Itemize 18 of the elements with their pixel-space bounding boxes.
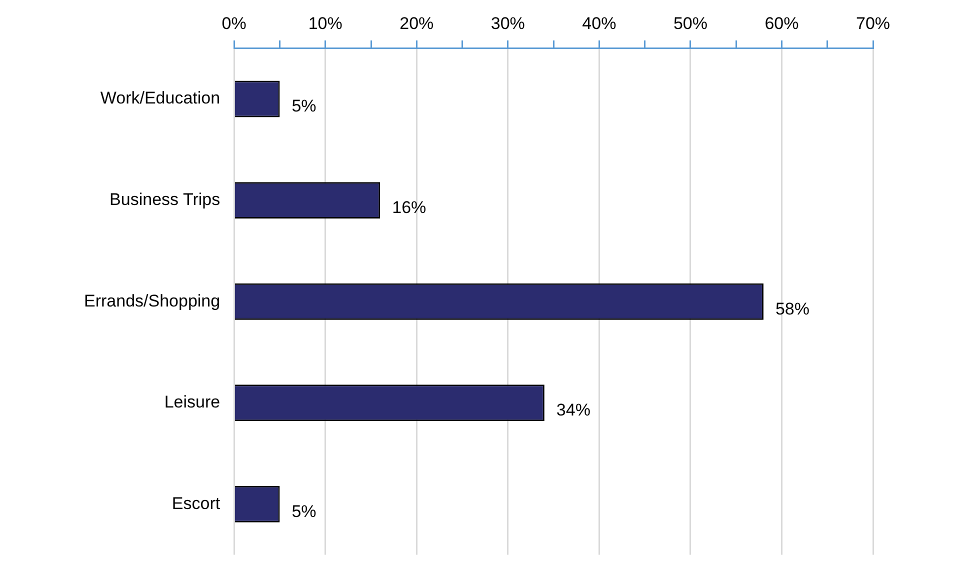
x-tick-label: 70% bbox=[856, 14, 890, 33]
y-tick-label: Escort bbox=[172, 494, 220, 513]
y-tick-label: Leisure bbox=[164, 392, 220, 412]
y-tick-label: Work/Education bbox=[100, 88, 220, 108]
x-tick-label: 40% bbox=[582, 14, 616, 33]
x-tick-label: 20% bbox=[400, 14, 434, 33]
data-label: 16% bbox=[392, 198, 426, 218]
data-label: 58% bbox=[775, 299, 810, 318]
data-label: 5% bbox=[292, 96, 316, 116]
y-tick-label: Errands/Shopping bbox=[84, 291, 220, 310]
x-tick-label: 60% bbox=[764, 14, 799, 33]
y-tick-label: Business Trips bbox=[110, 190, 220, 210]
x-tick-label: 10% bbox=[308, 14, 342, 33]
data-label: 34% bbox=[556, 400, 590, 420]
data-label: 5% bbox=[292, 502, 316, 521]
x-tick-label: 30% bbox=[490, 14, 525, 33]
x-tick-label: 50% bbox=[673, 14, 708, 33]
x-tick-label: 0% bbox=[222, 14, 246, 33]
